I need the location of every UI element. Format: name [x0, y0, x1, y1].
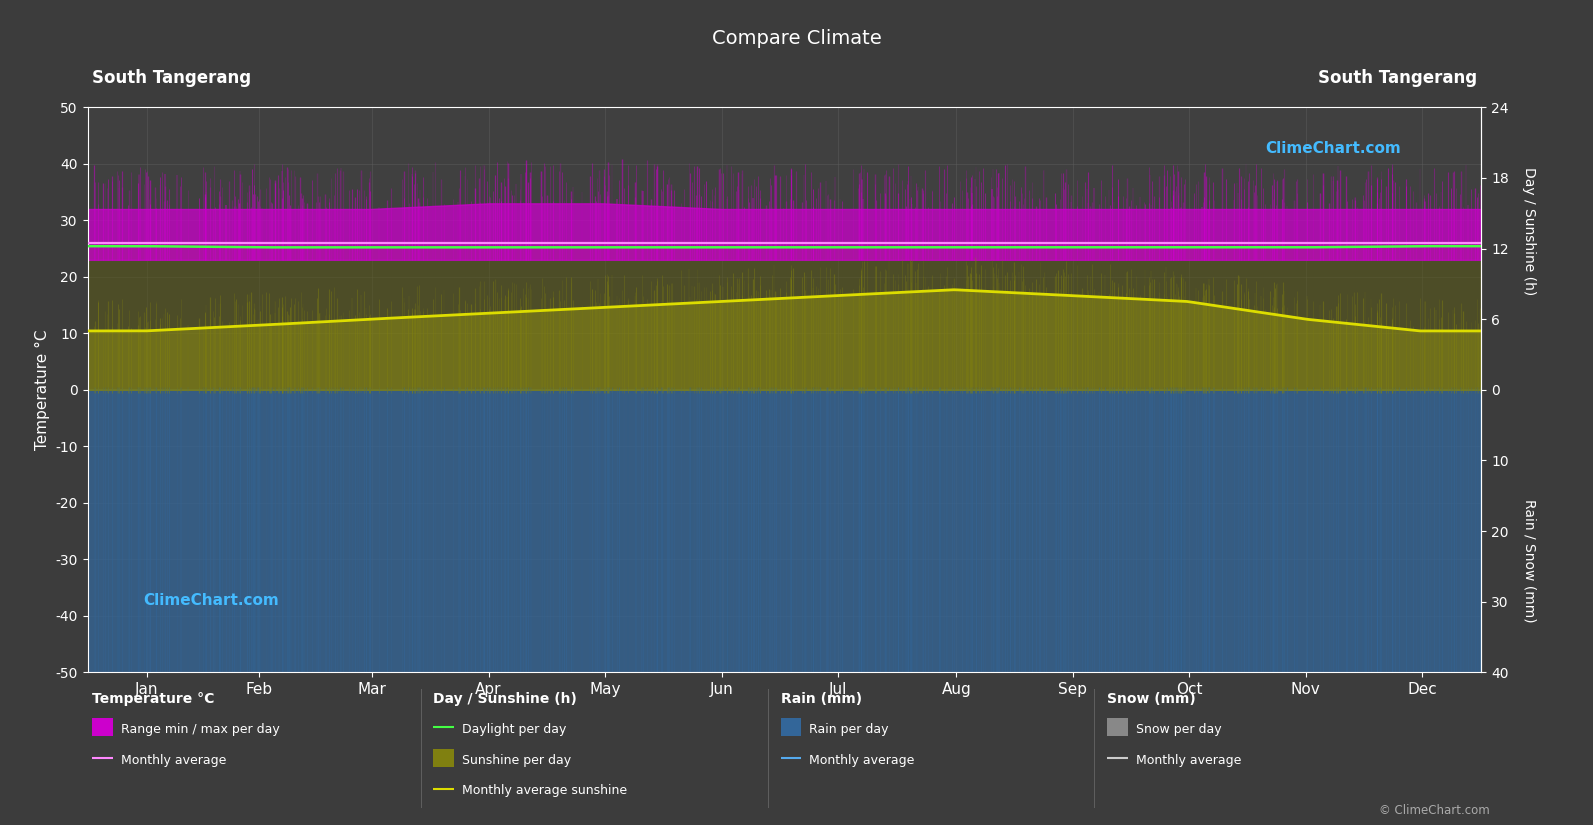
Daylight	[1222, 243, 1241, 252]
Text: Snow per day: Snow per day	[1136, 723, 1222, 736]
Daylight	[1290, 243, 1309, 252]
Text: Rain / Snow (mm): Rain / Snow (mm)	[1523, 499, 1536, 623]
Temp avg	[1472, 238, 1491, 248]
Temp avg	[1289, 238, 1308, 248]
Sunshine avg	[1290, 314, 1309, 323]
Text: South Tangerang: South Tangerang	[92, 69, 252, 87]
Daylight	[674, 243, 693, 252]
Text: ClimeChart.com: ClimeChart.com	[143, 593, 279, 608]
Text: Monthly average: Monthly average	[809, 754, 914, 767]
Text: Rain (mm): Rain (mm)	[781, 692, 862, 706]
Daylight	[1472, 241, 1491, 251]
Sunshine avg	[1222, 303, 1241, 313]
Text: Temperature °C: Temperature °C	[92, 692, 215, 706]
Text: Sunshine per day: Sunshine per day	[462, 754, 572, 767]
Sunshine avg	[644, 300, 663, 310]
Temp avg	[644, 238, 663, 248]
Daylight	[645, 243, 664, 252]
Daylight	[78, 241, 97, 251]
Text: Snow (mm): Snow (mm)	[1107, 692, 1196, 706]
Text: Monthly average sunshine: Monthly average sunshine	[462, 785, 628, 798]
Text: Day / Sunshine (h): Day / Sunshine (h)	[1523, 167, 1536, 295]
Sunshine avg	[319, 317, 338, 327]
Y-axis label: Temperature °C: Temperature °C	[35, 329, 49, 450]
Text: Range min / max per day: Range min / max per day	[121, 723, 280, 736]
Text: Monthly average: Monthly average	[121, 754, 226, 767]
Daylight	[320, 243, 339, 252]
Text: Compare Climate: Compare Climate	[712, 29, 881, 48]
Sunshine avg	[945, 285, 964, 295]
Sunshine avg	[78, 326, 97, 336]
Sunshine avg	[672, 299, 691, 309]
Daylight	[253, 243, 272, 252]
Text: Daylight per day: Daylight per day	[462, 723, 567, 736]
Temp avg	[1220, 238, 1239, 248]
Sunshine avg	[1131, 295, 1150, 304]
Line: Rain avg: Rain avg	[88, 779, 1481, 825]
Rain avg	[828, 774, 847, 784]
Temp avg	[319, 238, 338, 248]
Temp avg	[1129, 238, 1149, 248]
Text: South Tangerang: South Tangerang	[1317, 69, 1477, 87]
Daylight	[1131, 243, 1150, 252]
Sunshine avg	[1472, 326, 1491, 336]
Temp avg	[672, 238, 691, 248]
Text: © ClimeChart.com: © ClimeChart.com	[1378, 804, 1489, 818]
Text: Day / Sunshine (h): Day / Sunshine (h)	[433, 692, 577, 706]
Line: Daylight: Daylight	[88, 246, 1481, 248]
Text: Rain per day: Rain per day	[809, 723, 889, 736]
Text: Monthly average: Monthly average	[1136, 754, 1241, 767]
Temp avg	[78, 238, 97, 248]
Line: Sunshine avg: Sunshine avg	[88, 290, 1481, 331]
Text: ClimeChart.com: ClimeChart.com	[1265, 141, 1402, 156]
